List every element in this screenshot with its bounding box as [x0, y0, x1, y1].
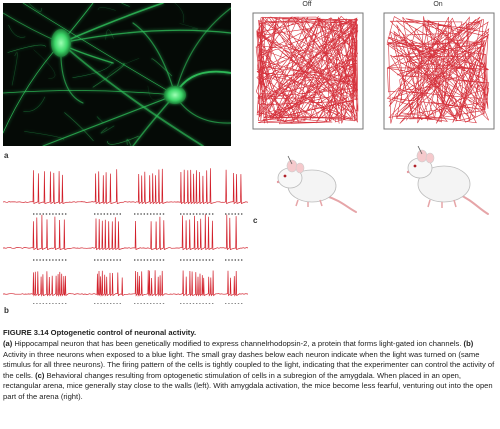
- arena-off: [252, 12, 364, 130]
- mouse-trajectory: [386, 16, 490, 124]
- spike-trace: [3, 214, 248, 251]
- neurite: [7, 44, 46, 53]
- neurite: [126, 139, 132, 146]
- neurite: [120, 3, 130, 7]
- neurite: [96, 116, 104, 124]
- neurite: [60, 3, 164, 44]
- neurite: [174, 3, 185, 23]
- neurite: [179, 23, 199, 30]
- neurite: [3, 90, 176, 96]
- arena-on: [383, 12, 495, 130]
- figure-title: FIGURE 3.14 Optogenetic control of neuro…: [3, 328, 197, 337]
- neurite: [106, 58, 140, 83]
- mouse-trajectory: [255, 15, 359, 125]
- panel-letter-b: b: [4, 306, 9, 315]
- caption-label-a: (a): [3, 339, 13, 349]
- panel-letter-c: c: [253, 216, 258, 225]
- neurite: [107, 135, 139, 145]
- neuron-soma: [164, 86, 186, 104]
- neurite: [22, 3, 176, 96]
- spike-traces: [3, 168, 248, 304]
- spike-trace: [3, 168, 248, 205]
- mouse-illustration-on: [406, 146, 489, 215]
- neurite: [174, 7, 231, 96]
- caption-label-b: (b): [463, 339, 474, 349]
- neurite: [64, 112, 94, 142]
- neurite: [42, 94, 176, 146]
- figure-caption: FIGURE 3.14 Optogenetic control of neuro…: [3, 328, 497, 403]
- neurite: [132, 22, 176, 96]
- neurite: [28, 3, 42, 12]
- arena-label-on: On: [433, 1, 443, 8]
- neurite: [60, 29, 231, 44]
- caption-text-b: Activity in three neurons when exposed t…: [3, 349, 495, 380]
- neurite: [151, 58, 173, 77]
- caption-text-a: Hippocampal neuron that has been genetic…: [12, 339, 464, 349]
- mouse-illustration-off: [276, 155, 357, 213]
- neurite: [60, 42, 204, 146]
- neurite: [24, 131, 65, 140]
- neurite: [11, 52, 18, 86]
- neurite: [92, 62, 125, 88]
- spike-trace: [3, 270, 248, 297]
- caption-label-c: (c): [35, 370, 45, 380]
- neuron-micrograph: [3, 3, 231, 146]
- neurite: [105, 29, 114, 40]
- neurite: [23, 96, 46, 112]
- caption-text-c: Behavioral changes resulting from optoge…: [3, 370, 493, 402]
- neurite: [100, 125, 115, 134]
- panel-letter-a: a: [4, 151, 9, 160]
- neurite: [8, 24, 26, 38]
- neuron-soma: [51, 29, 71, 57]
- neurite: [147, 85, 167, 101]
- neurite: [72, 62, 113, 78]
- neurite: [97, 7, 116, 11]
- neurite: [33, 49, 56, 79]
- arena-label-off: Off: [302, 1, 312, 8]
